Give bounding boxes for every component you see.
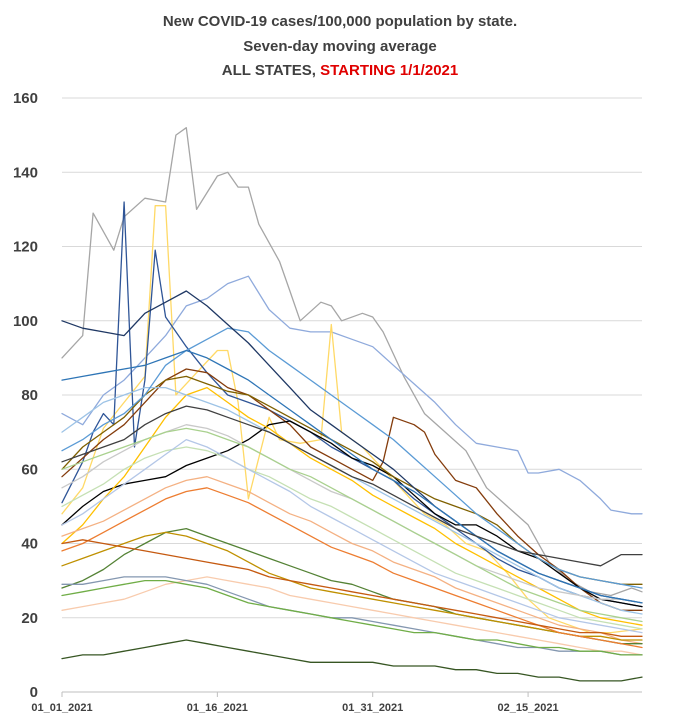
series-line-18 xyxy=(61,427,643,623)
y-tick-label-80: 80 xyxy=(21,387,38,404)
series-line-5 xyxy=(61,368,643,611)
series-line-25 xyxy=(61,539,643,637)
x-tick-label-15: 01_16_2021 xyxy=(187,702,248,714)
x-tick-label-0: 01_01_2021 xyxy=(31,702,92,714)
series-line-20 xyxy=(61,405,643,567)
y-tick-label-160: 160 xyxy=(13,90,38,107)
x-tick-label-45: 02_15_2021 xyxy=(497,702,558,714)
series-line-2 xyxy=(61,275,643,515)
y-tick-label-20: 20 xyxy=(21,610,38,627)
series-line-4 xyxy=(61,201,643,608)
series-line-26 xyxy=(61,579,643,656)
y-tick-label-120: 120 xyxy=(13,239,38,256)
chart-title-line3-highlight: STARTING 1/1/2021 xyxy=(320,62,459,79)
series-line-3 xyxy=(61,205,643,634)
series-line-16 xyxy=(61,531,643,641)
y-tick-label-140: 140 xyxy=(13,164,38,181)
series-line-6 xyxy=(61,420,643,608)
series-line-8 xyxy=(61,476,643,645)
y-tick-label-60: 60 xyxy=(21,461,38,478)
series-line-24 xyxy=(61,438,643,634)
x-tick-label-30: 01_31_2021 xyxy=(342,702,403,714)
y-tick-label-40: 40 xyxy=(21,536,38,553)
series-line-22 xyxy=(61,576,643,656)
series-line-1 xyxy=(61,127,643,597)
series-line-17 xyxy=(61,487,643,649)
series-line-21 xyxy=(61,639,643,682)
y-tick-label-0: 0 xyxy=(30,684,38,701)
chart-title-line1: New COVID-19 cases/100,000 population by… xyxy=(162,13,518,30)
series-line-23 xyxy=(61,576,643,656)
series-line-9 xyxy=(61,446,643,630)
chart-title-line3-prefix: ALL STATES, xyxy=(221,62,321,79)
series-line-19 xyxy=(61,349,643,604)
chart-title-line2: Seven-day moving average xyxy=(243,38,437,55)
series-line-13 xyxy=(61,327,643,589)
y-tick-label-100: 100 xyxy=(13,313,38,330)
chart-title-line3: ALL STATES, STARTING 1/1/2021 xyxy=(0,61,680,80)
series-line-7 xyxy=(61,386,643,626)
series-line-14 xyxy=(61,290,643,604)
